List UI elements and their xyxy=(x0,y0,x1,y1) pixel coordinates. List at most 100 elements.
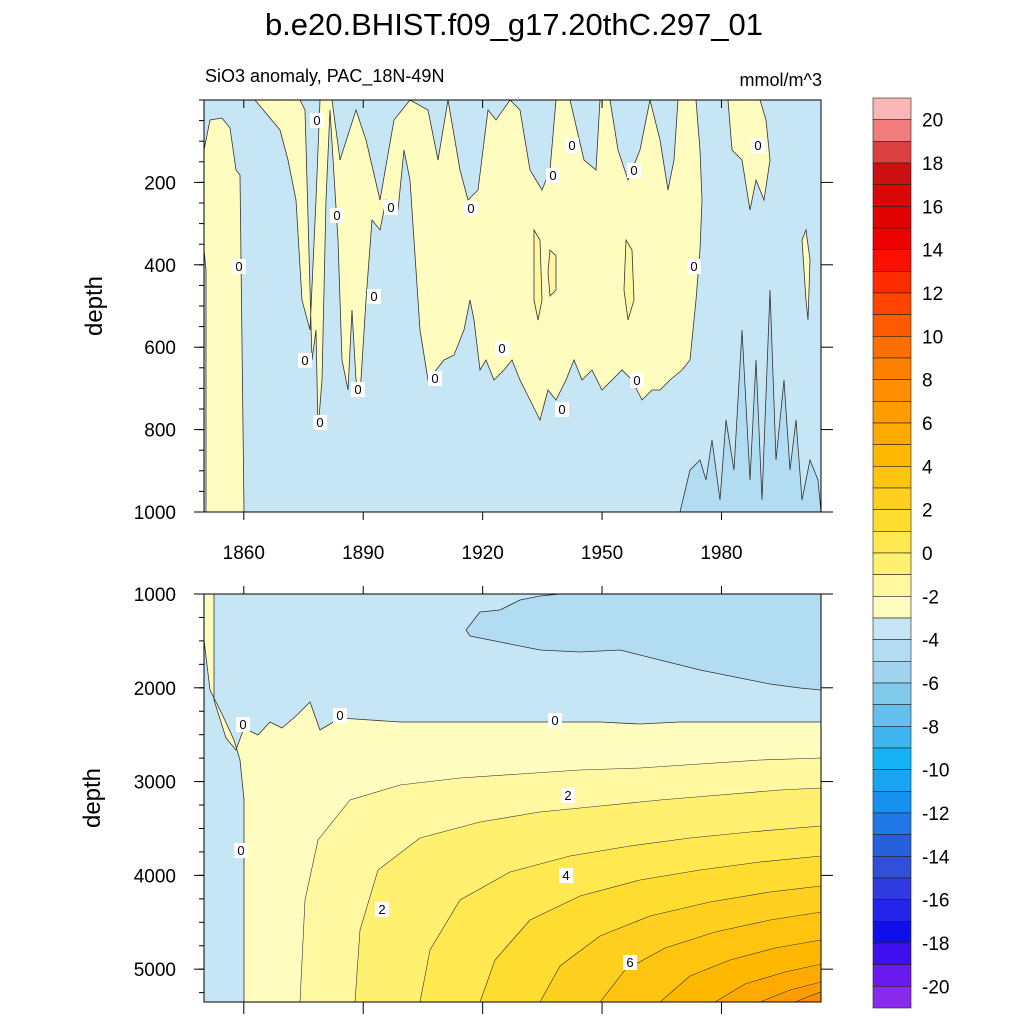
upper-negative-deep xyxy=(679,289,821,512)
contour-label-bg xyxy=(623,955,637,970)
lower-band-9 xyxy=(759,981,821,1002)
colorbar-label: 8 xyxy=(922,371,933,392)
contour-label-bg xyxy=(464,201,478,216)
colorbar-label: 6 xyxy=(922,414,933,435)
colorbar-label: 18 xyxy=(922,154,943,175)
contour-label-bg xyxy=(630,373,644,388)
chart-title: b.e20.BHIST.f09_g17.20thC.297_01 xyxy=(265,7,763,42)
colorbar-label: 4 xyxy=(922,457,933,478)
contour-label-bg xyxy=(428,371,442,386)
contour-label-bg xyxy=(351,382,365,397)
y-tick-label: 800 xyxy=(144,421,176,442)
colorbar-swatch xyxy=(872,834,912,857)
lower-band-10 xyxy=(794,991,821,1002)
contour-label-bg xyxy=(310,113,324,128)
contour-label: 0 xyxy=(316,415,323,430)
subtitle-right: mmol/m^3 xyxy=(740,70,822,90)
contour-label: 4 xyxy=(562,868,569,883)
contour-label: 2 xyxy=(378,902,385,917)
upper-positive-region-main xyxy=(254,100,703,431)
colorbar-label: -14 xyxy=(922,847,950,868)
colorbar-label: -20 xyxy=(922,977,949,998)
contour-label-bg xyxy=(555,402,569,417)
colorbar-swatch xyxy=(872,162,912,185)
contour-label: 0 xyxy=(387,200,394,215)
colorbar-label: -12 xyxy=(922,804,949,825)
colorbar-swatch xyxy=(872,921,912,944)
contour-label-bg xyxy=(333,708,347,723)
colorbar-swatch xyxy=(872,422,912,445)
contour-label: 0 xyxy=(467,201,474,216)
colorbar-swatch xyxy=(872,682,912,705)
contour-label-bg xyxy=(546,168,560,183)
colorbar-label: -8 xyxy=(922,717,939,738)
upper-positive-strong-2 xyxy=(623,238,635,321)
colorbar-swatch xyxy=(872,357,912,380)
x-tick-label: 1950 xyxy=(581,543,623,564)
colorbar: 20181614121086420-2-4-6-8-10-12-14-16-18… xyxy=(872,97,950,1009)
contour-label-bg xyxy=(548,713,562,728)
contour-label-bg xyxy=(330,208,344,223)
colorbar-label: 16 xyxy=(922,197,943,218)
contour-label: 0 xyxy=(498,341,505,356)
colorbar-swatch xyxy=(872,812,912,835)
colorbar-swatch xyxy=(872,791,912,814)
colorbar-swatch xyxy=(872,856,912,879)
colorbar-swatch xyxy=(872,336,912,359)
upper-positive-region xyxy=(204,117,245,512)
contour-label-bg xyxy=(236,717,250,732)
colorbar-swatch xyxy=(872,97,912,120)
y-tick-label: 400 xyxy=(144,256,176,277)
lower-panel: 1000 2000 3000 4000 5000 0 0 0 0 2 2 4 6 depth xyxy=(79,585,833,1003)
colorbar-label: -4 xyxy=(922,631,939,652)
contour-label-bg xyxy=(384,200,398,215)
contour-label-bg xyxy=(751,138,765,153)
contour-label: 0 xyxy=(237,843,244,858)
y-tick-label: 1000 xyxy=(134,503,176,524)
contour-label-bg xyxy=(687,259,701,274)
y-tick-label: 4000 xyxy=(134,866,176,887)
colorbar-label: -6 xyxy=(922,674,939,695)
colorbar-swatch xyxy=(872,271,912,294)
upper-y-axis-label: depth xyxy=(81,276,108,336)
contour-label: 0 xyxy=(354,382,361,397)
contour-label: 0 xyxy=(313,113,320,128)
colorbar-swatch xyxy=(872,942,912,965)
contour-label: 0 xyxy=(301,353,308,368)
colorbar-swatch xyxy=(872,639,912,662)
colorbar-label: 10 xyxy=(922,327,943,348)
colorbar-label: -10 xyxy=(922,761,949,782)
y-tick-label: 200 xyxy=(144,173,176,194)
colorbar-swatch xyxy=(872,531,912,554)
x-tick-label: 1890 xyxy=(342,543,384,564)
colorbar-swatch xyxy=(872,617,912,640)
colorbar-swatch xyxy=(872,509,912,532)
colorbar-swatch xyxy=(872,444,912,467)
contour-label: 0 xyxy=(333,208,340,223)
colorbar-label: 14 xyxy=(922,241,944,262)
y-tick-label: 3000 xyxy=(134,773,176,794)
lower-negative-deep xyxy=(465,594,821,691)
colorbar-swatch xyxy=(872,206,912,229)
contour-label: 0 xyxy=(235,259,242,274)
colorbar-swatch xyxy=(872,227,912,250)
contour-label-bg xyxy=(495,341,509,356)
contour-label: 0 xyxy=(551,713,558,728)
contour-label: 0 xyxy=(431,371,438,386)
colorbar-swatch xyxy=(872,184,912,207)
colorbar-swatch xyxy=(872,596,912,619)
upper-positive-region-right xyxy=(727,100,771,211)
colorbar-swatch xyxy=(872,314,912,337)
contour-label: 0 xyxy=(633,373,640,388)
colorbar-swatch xyxy=(872,726,912,749)
contour-label-bg xyxy=(367,289,381,304)
y-tick-label: 5000 xyxy=(134,960,176,981)
colorbar-label: 20 xyxy=(922,111,943,132)
y-tick-label: 1000 xyxy=(134,585,176,606)
upper-positive-strong-3 xyxy=(547,249,557,297)
contour-label: 0 xyxy=(568,138,575,153)
colorbar-label: 2 xyxy=(922,501,933,522)
contour-label: 2 xyxy=(564,788,571,803)
colorbar-label: -16 xyxy=(922,891,949,912)
